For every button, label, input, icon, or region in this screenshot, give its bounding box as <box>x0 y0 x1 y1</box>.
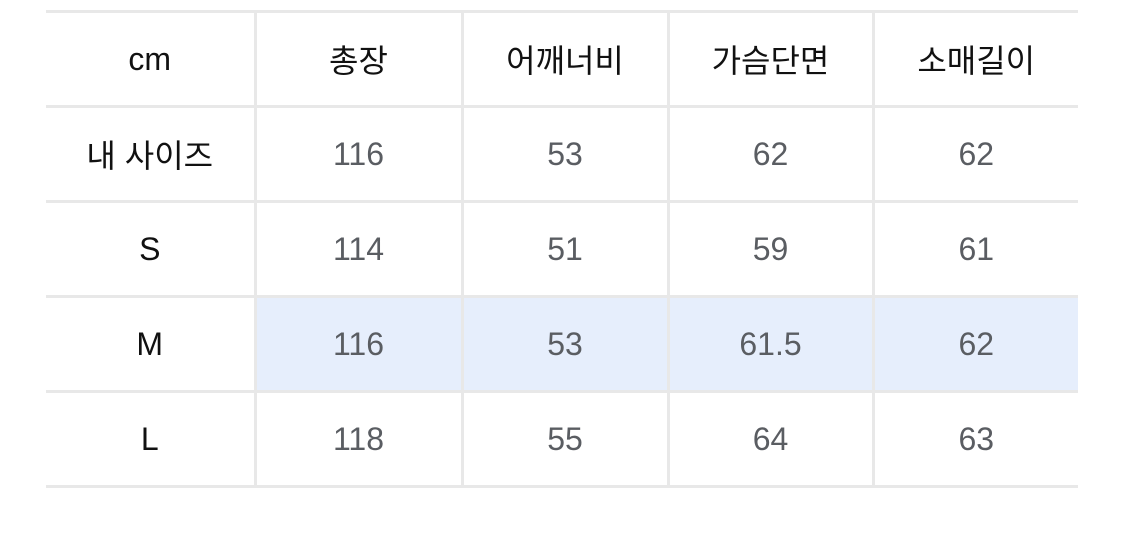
table-cell: 116 <box>253 295 464 393</box>
table-cell: 61.5 <box>666 295 875 393</box>
header-row: cm 총장 어깨너비 가슴단면 소매길이 <box>46 10 1078 108</box>
table-cell: 61 <box>871 200 1078 298</box>
table-cell: 59 <box>666 200 875 298</box>
table-row: 내 사이즈 116 53 62 62 <box>46 105 1078 203</box>
column-header: 어깨너비 <box>460 10 670 108</box>
column-header: 소매길이 <box>871 10 1078 108</box>
table-cell: 55 <box>460 390 670 488</box>
table-row: L 118 55 64 63 <box>46 390 1078 488</box>
table-cell: 62 <box>871 105 1078 203</box>
table-row: S 114 51 59 61 <box>46 200 1078 298</box>
row-label: S <box>46 200 257 298</box>
table-cell: 53 <box>460 295 670 393</box>
table-cell: 62 <box>871 295 1078 393</box>
row-label: 내 사이즈 <box>46 105 257 203</box>
size-table: cm 총장 어깨너비 가슴단면 소매길이 내 사이즈 116 53 62 62 S 114 51 59 6… <box>46 10 1078 488</box>
table-cell: 64 <box>666 390 875 488</box>
table-cell: 63 <box>871 390 1078 488</box>
table-cell: 118 <box>253 390 464 488</box>
table-row: M 116 53 61.5 62 <box>46 295 1078 393</box>
table-cell: 114 <box>253 200 464 298</box>
table-cell: 116 <box>253 105 464 203</box>
table-cell: 53 <box>460 105 670 203</box>
row-label: M <box>46 295 257 393</box>
column-header: cm <box>46 10 257 108</box>
row-label: L <box>46 390 257 488</box>
column-header: 총장 <box>253 10 464 108</box>
table-cell: 62 <box>666 105 875 203</box>
column-header: 가슴단면 <box>666 10 875 108</box>
table-cell: 51 <box>460 200 670 298</box>
